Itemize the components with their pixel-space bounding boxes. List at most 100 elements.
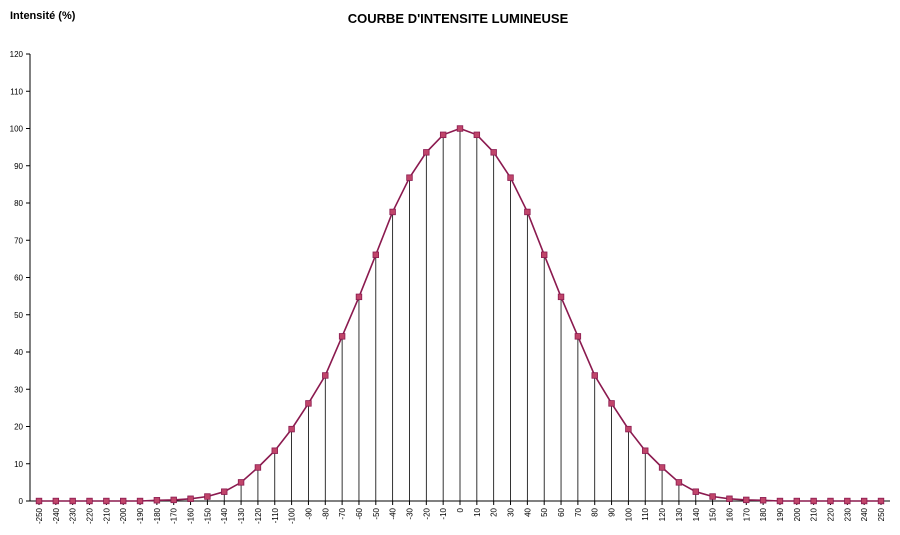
data-point [759, 497, 767, 504]
x-tick-label: 10 [473, 507, 482, 516]
y-tick-label: 40 [14, 348, 23, 357]
data-point [810, 497, 817, 505]
x-tick-label: 130 [675, 507, 684, 521]
x-tick-label: 110 [641, 507, 650, 520]
data-point [288, 425, 295, 433]
x-tick-label: -200 [119, 507, 128, 524]
data-point [709, 493, 716, 500]
y-axis-label: Intensité (%) [10, 10, 76, 22]
x-tick-label: -60 [355, 507, 364, 519]
data-point [52, 497, 60, 505]
data-point [103, 497, 110, 505]
x-tick-label: -190 [136, 507, 145, 524]
x-tick-labels: -250 -240 -230 -220 -210 -200 -190 -180 -170 -160… [35, 501, 886, 524]
x-tick-label: -230 [69, 507, 78, 524]
data-point [776, 497, 784, 505]
x-tick-label: 140 [692, 507, 701, 521]
data-point [524, 208, 531, 216]
data-point [237, 479, 245, 486]
x-tick-label: 80 [591, 507, 600, 516]
x-tick-label: 20 [490, 507, 499, 516]
data-point [625, 425, 632, 433]
data-point [877, 497, 885, 505]
data-point [120, 497, 127, 505]
data-point [507, 174, 514, 181]
data-markers [35, 125, 885, 505]
y-tick-labels: 0 10 20 30 40 50 60 70 80 90 100 110 120 [10, 50, 30, 506]
data-point [86, 497, 93, 505]
data-point [338, 333, 346, 340]
data-point [372, 251, 379, 258]
x-tick-label: -180 [153, 507, 162, 524]
x-tick-label: 240 [860, 507, 869, 521]
data-point [827, 497, 834, 505]
x-tick-label: -210 [102, 507, 111, 524]
x-tick-label: 160 [725, 507, 734, 521]
data-point [170, 496, 177, 504]
x-tick-label: -40 [389, 507, 398, 519]
data-point [844, 497, 851, 505]
data-point [187, 495, 194, 502]
data-point [473, 131, 481, 139]
x-tick-label: -250 [35, 507, 44, 524]
data-point [271, 447, 278, 454]
y-tick-label: 60 [14, 274, 23, 283]
data-point [69, 497, 76, 505]
data-point [658, 464, 666, 471]
x-tick-label: 100 [624, 507, 633, 521]
x-tick-label: 90 [608, 507, 617, 516]
data-point [591, 372, 598, 379]
x-tick-label: 30 [507, 507, 516, 516]
data-point [35, 497, 43, 505]
x-tick-label: -90 [304, 507, 313, 519]
x-tick-label: -30 [405, 507, 414, 519]
data-point [726, 495, 733, 502]
data-point [221, 488, 228, 495]
data-point [642, 447, 649, 454]
data-point [136, 497, 144, 505]
x-tick-label: 70 [574, 507, 583, 516]
x-tick-label: 190 [776, 507, 785, 521]
x-tick-label: 210 [810, 507, 819, 521]
x-tick-label: -70 [338, 507, 347, 519]
y-tick-label: 120 [10, 50, 24, 59]
x-tick-label: -100 [288, 507, 297, 524]
data-point [608, 400, 615, 407]
data-point [557, 293, 565, 301]
x-tick-label: -110 [271, 507, 280, 523]
data-point [574, 333, 582, 340]
y-tick-label: 90 [14, 162, 23, 171]
x-tick-label: -220 [86, 507, 95, 524]
data-point [423, 149, 430, 156]
data-point [743, 496, 750, 504]
y-tick-label: 50 [14, 311, 23, 320]
data-point [355, 293, 363, 301]
x-tick-label: 180 [759, 507, 768, 521]
data-point [305, 400, 312, 407]
data-point [439, 131, 447, 139]
x-tick-label: 120 [658, 507, 667, 521]
data-point [406, 174, 413, 181]
data-point [456, 125, 464, 132]
y-tick-label: 110 [10, 87, 23, 96]
x-tick-label: -20 [422, 507, 431, 519]
data-point [692, 488, 699, 495]
x-tick-label: 220 [826, 507, 835, 521]
data-point [254, 464, 262, 471]
drop-lines [156, 128, 764, 501]
data-point [541, 251, 548, 258]
x-tick-label: -140 [220, 507, 229, 524]
y-tick-label: 100 [10, 125, 24, 134]
x-tick-label: 170 [742, 507, 751, 521]
x-tick-label: 50 [540, 507, 549, 516]
x-tick-label: 60 [557, 507, 566, 516]
data-point [860, 497, 868, 505]
x-tick-label: 40 [523, 507, 532, 516]
x-tick-label: -160 [187, 507, 196, 524]
y-tick-label: 10 [14, 460, 23, 469]
y-tick-label: 30 [14, 385, 23, 394]
y-tick-label: 20 [14, 423, 23, 432]
x-tick-label: 0 [456, 507, 465, 512]
x-tick-label: 250 [877, 507, 886, 521]
